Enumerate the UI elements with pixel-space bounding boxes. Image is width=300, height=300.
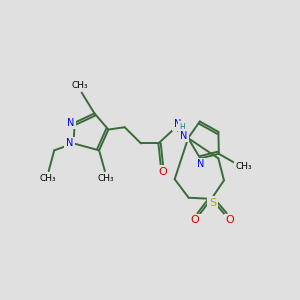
Text: N: N — [196, 159, 204, 169]
Text: N: N — [180, 131, 188, 141]
Text: CH₃: CH₃ — [39, 174, 56, 183]
Text: N: N — [174, 119, 181, 129]
Text: CH₃: CH₃ — [236, 162, 252, 171]
Text: N: N — [67, 118, 74, 128]
Text: O: O — [225, 215, 234, 225]
Text: S: S — [209, 198, 216, 208]
Text: O: O — [158, 167, 167, 177]
Text: CH₃: CH₃ — [98, 174, 114, 183]
Text: CH₃: CH₃ — [71, 81, 88, 90]
Text: O: O — [190, 215, 199, 225]
Text: N: N — [66, 138, 73, 148]
Text: H: H — [179, 123, 185, 132]
